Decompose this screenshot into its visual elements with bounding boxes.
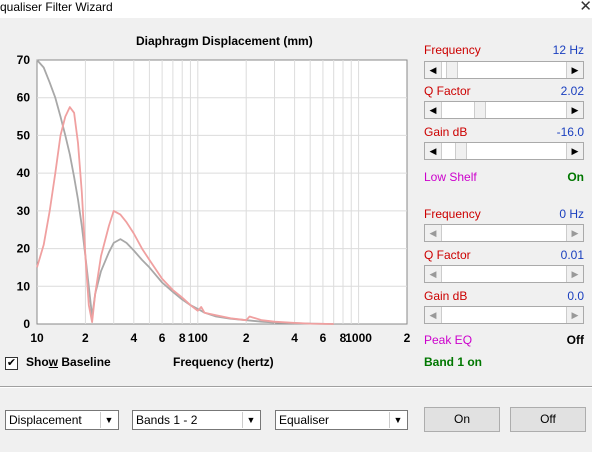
band2-frequency-label: Frequency <box>424 207 481 221</box>
type-select-value: Equaliser <box>279 413 330 427</box>
title-bar: qualiser Filter Wizard ✕ <box>0 0 600 18</box>
band1-gain-label: Gain dB <box>424 125 468 139</box>
show-baseline-label[interactable]: Show Baseline <box>26 355 111 369</box>
band1-q-slider[interactable]: ◀ ▶ <box>424 101 584 119</box>
slider-left-arrow-icon[interactable]: ◀ <box>425 143 442 159</box>
window-edge <box>592 18 600 452</box>
view-select-value: Displacement <box>9 413 82 427</box>
series-line <box>36 106 334 325</box>
y-tick-label: 50 <box>17 128 31 142</box>
band2-frequency-slider[interactable]: ◀ ▶ <box>424 224 584 242</box>
x-tick-label: 6 <box>159 331 166 345</box>
slider-left-arrow-icon[interactable]: ◀ <box>425 307 442 323</box>
y-tick-label: 30 <box>17 204 31 218</box>
slider-right-arrow-icon[interactable]: ▶ <box>566 225 583 241</box>
band1-mode-state[interactable]: On <box>567 170 584 184</box>
x-tick-label: 2 <box>404 331 411 345</box>
band2-q-slider[interactable]: ◀ ▶ <box>424 265 584 283</box>
slider-left-arrow-icon[interactable]: ◀ <box>425 62 442 78</box>
slider-thumb[interactable] <box>474 102 487 118</box>
x-tick-label: 8 <box>179 331 186 345</box>
band1-q-value: 2.02 <box>560 84 584 98</box>
slider-right-arrow-icon[interactable]: ▶ <box>566 143 583 159</box>
band1-frequency-value: 12 Hz <box>552 43 584 57</box>
x-tick-label: 4 <box>291 331 298 345</box>
band1-mode-label[interactable]: Low Shelf <box>424 170 477 184</box>
band-status: Band 1 on <box>424 355 483 369</box>
x-axis-title: Frequency (hertz) <box>173 355 274 369</box>
bands-select[interactable]: Bands 1 - 2 ▼ <box>132 410 261 430</box>
y-tick-label: 0 <box>23 317 30 331</box>
band1-frequency-label: Frequency <box>424 43 481 57</box>
y-tick-label: 70 <box>17 53 31 67</box>
band1-gain-value: -16.0 <box>556 125 584 139</box>
y-tick-label: 60 <box>17 91 31 105</box>
slider-thumb[interactable] <box>455 143 468 159</box>
band1-frequency-slider[interactable]: ◀ ▶ <box>424 61 584 79</box>
divider <box>0 386 592 387</box>
band1-gain-slider[interactable]: ◀ ▶ <box>424 142 584 160</box>
slider-left-arrow-icon[interactable]: ◀ <box>425 102 442 118</box>
band2-q-label: Q Factor <box>424 248 471 262</box>
chevron-down-icon[interactable]: ▼ <box>389 412 406 428</box>
close-icon[interactable]: ✕ <box>579 0 592 15</box>
y-tick-label: 10 <box>17 279 31 293</box>
x-tick-label: 4 <box>130 331 137 345</box>
band2-frequency-value: 0 Hz <box>559 207 584 221</box>
x-tick-label: 10 <box>30 331 44 345</box>
on-button[interactable]: On <box>424 407 500 432</box>
chevron-down-icon[interactable]: ▼ <box>100 412 117 428</box>
slider-right-arrow-icon[interactable]: ▶ <box>566 62 583 78</box>
divider-highlight <box>0 387 592 388</box>
band2-q-value: 0.01 <box>560 248 584 262</box>
x-tick-label: 2 <box>243 331 250 345</box>
type-select[interactable]: Equaliser ▼ <box>275 410 408 430</box>
slider-right-arrow-icon[interactable]: ▶ <box>566 307 583 323</box>
chart-title: Diaphragm Displacement (mm) <box>136 34 313 48</box>
off-button[interactable]: Off <box>510 407 586 432</box>
band2-mode-state[interactable]: Off <box>566 333 584 347</box>
slider-right-arrow-icon[interactable]: ▶ <box>566 266 583 282</box>
slider-left-arrow-icon[interactable]: ◀ <box>425 225 442 241</box>
x-tick-label: 6 <box>320 331 327 345</box>
slider-thumb[interactable] <box>445 62 458 78</box>
band1-q-label: Q Factor <box>424 84 471 98</box>
band2-gain-label: Gain dB <box>424 289 468 303</box>
bands-select-value: Bands 1 - 2 <box>136 413 198 427</box>
window-title: qualiser Filter Wizard <box>0 0 113 14</box>
band2-mode-label[interactable]: Peak EQ <box>424 333 473 347</box>
y-tick-label: 20 <box>17 242 31 256</box>
x-tick-label: 8 <box>340 331 347 345</box>
x-tick-label: 100 <box>188 331 208 345</box>
slider-left-arrow-icon[interactable]: ◀ <box>425 266 442 282</box>
view-select[interactable]: Displacement ▼ <box>5 410 119 430</box>
band2-gain-slider[interactable]: ◀ ▶ <box>424 306 584 324</box>
chevron-down-icon[interactable]: ▼ <box>242 412 259 428</box>
x-tick-label: 2 <box>82 331 89 345</box>
band2-gain-value: 0.0 <box>567 289 584 303</box>
show-baseline-checkbox[interactable]: ✔ <box>5 357 18 370</box>
slider-right-arrow-icon[interactable]: ▶ <box>566 102 583 118</box>
y-tick-label: 40 <box>17 166 31 180</box>
x-tick-label: 1000 <box>345 331 372 345</box>
